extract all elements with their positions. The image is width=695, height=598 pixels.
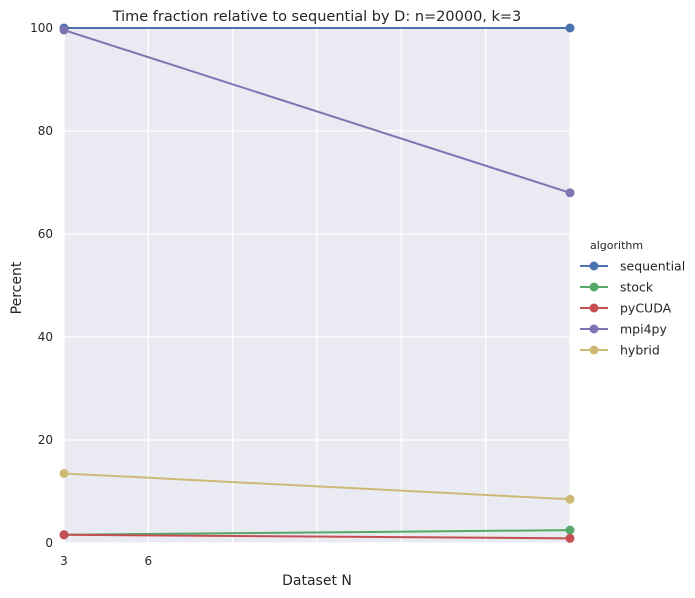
data-point-hybrid xyxy=(565,494,575,504)
series-line-mpi4py xyxy=(63,29,571,194)
data-point-pyCUDA xyxy=(565,533,575,543)
series-line-hybrid xyxy=(63,472,571,501)
legend-label-pyCUDA: pyCUDA xyxy=(620,301,672,316)
legend-marker-sequential xyxy=(589,261,599,271)
legend-label-hybrid: hybrid xyxy=(620,343,660,358)
data-point-stock xyxy=(565,525,575,535)
series-lines xyxy=(59,23,575,543)
chart-title: Time fraction relative to sequential by … xyxy=(112,9,522,25)
y-tick-label: 0 xyxy=(45,536,53,550)
tick-labels: 0 20 40 60 80 100 3 6 xyxy=(30,21,152,568)
legend-label-sequential: sequential xyxy=(620,259,685,274)
series-line-pyCUDA xyxy=(63,533,571,540)
y-tick-label: 60 xyxy=(38,227,53,241)
y-tick-label: 20 xyxy=(38,433,53,447)
y-tick-label: 80 xyxy=(38,124,53,138)
legend-marker-pyCUDA xyxy=(589,303,599,313)
y-tick-label: 100 xyxy=(30,21,53,35)
legend-label-mpi4py: mpi4py xyxy=(620,322,667,337)
data-point-sequential xyxy=(565,23,575,33)
data-point-hybrid xyxy=(59,468,69,478)
grid xyxy=(63,27,571,544)
data-point-pyCUDA xyxy=(59,530,69,540)
data-point-mpi4py xyxy=(59,25,69,35)
data-point-mpi4py xyxy=(565,188,575,198)
legend: algorithm sequential stock pyCUDA mpi4py hyb… xyxy=(580,239,685,358)
y-tick-label: 40 xyxy=(38,330,53,344)
legend-title: algorithm xyxy=(590,239,643,252)
x-axis-label: Dataset N xyxy=(282,573,352,589)
legend-marker-mpi4py xyxy=(589,324,599,334)
x-tick-label: 3 xyxy=(60,554,68,568)
series-line-stock xyxy=(63,529,571,536)
x-tick-label: 6 xyxy=(145,554,153,568)
y-axis-label: Percent xyxy=(9,261,25,314)
legend-label-stock: stock xyxy=(620,280,654,295)
legend-marker-stock xyxy=(589,282,599,292)
legend-marker-hybrid xyxy=(589,345,599,355)
